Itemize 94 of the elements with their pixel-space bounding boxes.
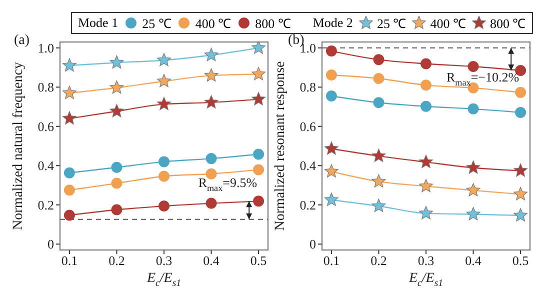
x-tick-label: 0.1 (323, 253, 340, 268)
point (158, 170, 170, 182)
point (468, 103, 479, 114)
x-tick-label: 0.2 (108, 253, 125, 268)
x-tick-label: 0.2 (370, 253, 387, 268)
point (420, 100, 432, 112)
point (206, 168, 217, 180)
point (514, 186, 528, 200)
x-tick-label: 0.1 (61, 253, 78, 268)
point (157, 74, 171, 88)
legend-title: Mode 1 (78, 15, 118, 31)
point (373, 73, 384, 84)
point (253, 196, 264, 207)
point (514, 208, 528, 222)
point (206, 198, 217, 209)
point (420, 58, 432, 70)
point (419, 154, 433, 168)
point (324, 141, 338, 155)
y-tick-label: 0.4 (300, 158, 316, 174)
point (111, 204, 122, 216)
point (206, 153, 217, 164)
point (326, 90, 337, 102)
point (324, 192, 338, 206)
x-tick-label: 0.4 (203, 253, 220, 268)
x-tick-label: 0.5 (512, 253, 529, 268)
legend-label: 400 ℃ (430, 15, 466, 32)
x-tick-label: 0.3 (156, 253, 172, 268)
y-tick-label: 0.2 (38, 197, 54, 212)
x-tick-label: 0.3 (418, 253, 434, 268)
y-tick-label: 1.0 (38, 40, 54, 56)
legend-label: 800 ℃ (255, 15, 291, 32)
point (253, 164, 264, 176)
point (468, 61, 479, 72)
legend-label: 25 ℃ (142, 15, 172, 32)
y-axis-title: Normalized resonant response (273, 61, 288, 231)
point (372, 148, 386, 162)
y-tick-label: 0.8 (300, 80, 316, 95)
point (373, 97, 384, 108)
chart-title: (a) (14, 33, 30, 48)
y-axis-title: Normalized natural frequency (11, 62, 26, 230)
point (204, 68, 218, 82)
y-tick-label: 0.4 (38, 158, 54, 174)
point (252, 42, 266, 54)
y-tick-label: 0.6 (38, 118, 54, 134)
x-tick-label: 0.5 (250, 253, 267, 268)
point (466, 183, 480, 196)
point (62, 86, 76, 99)
legend-label: 800 ℃ (490, 15, 526, 32)
x-axis-title: E$_{c}$/E$_{s1}$ (408, 271, 444, 289)
y-tick-label: 0.6 (300, 118, 316, 134)
point (372, 174, 386, 188)
point (110, 55, 124, 69)
point (252, 66, 266, 80)
annotation: R$_{max}$=−10.2% (446, 69, 520, 88)
point (158, 156, 170, 168)
point (419, 206, 433, 220)
point (157, 52, 171, 66)
point (420, 80, 432, 91)
point (515, 86, 526, 98)
y-tick-label: 0 (310, 236, 316, 252)
y-tick-label: 0 (48, 236, 54, 252)
point (324, 164, 338, 178)
point (326, 69, 337, 80)
point (514, 163, 528, 177)
legend-title: Mode 2 (312, 15, 353, 31)
point (157, 96, 171, 110)
point (204, 48, 218, 62)
x-tick-label: 0.4 (465, 253, 482, 268)
point (62, 58, 76, 72)
point (466, 160, 480, 174)
point (110, 104, 124, 118)
y-tick-label: 0.8 (38, 80, 54, 95)
point (373, 54, 384, 66)
point (111, 162, 122, 173)
point (110, 80, 124, 94)
legend-label: 400 ℃ (195, 15, 232, 32)
point (515, 106, 526, 118)
x-axis-title: E$_{c}$/E$_{s1}$ (146, 271, 182, 289)
point (253, 148, 264, 160)
point (64, 210, 75, 221)
point (326, 46, 337, 57)
point (252, 92, 266, 106)
point (204, 95, 218, 108)
point (64, 184, 75, 196)
legend-label: 25 ℃ (376, 15, 406, 32)
point (64, 167, 75, 178)
point (158, 200, 170, 212)
point (372, 198, 386, 212)
point (466, 206, 480, 220)
y-tick-label: 0.2 (300, 197, 316, 212)
point (111, 178, 122, 189)
point (419, 178, 433, 192)
annotation: R$_{max}$=9.5% (198, 175, 258, 194)
point (62, 111, 76, 124)
